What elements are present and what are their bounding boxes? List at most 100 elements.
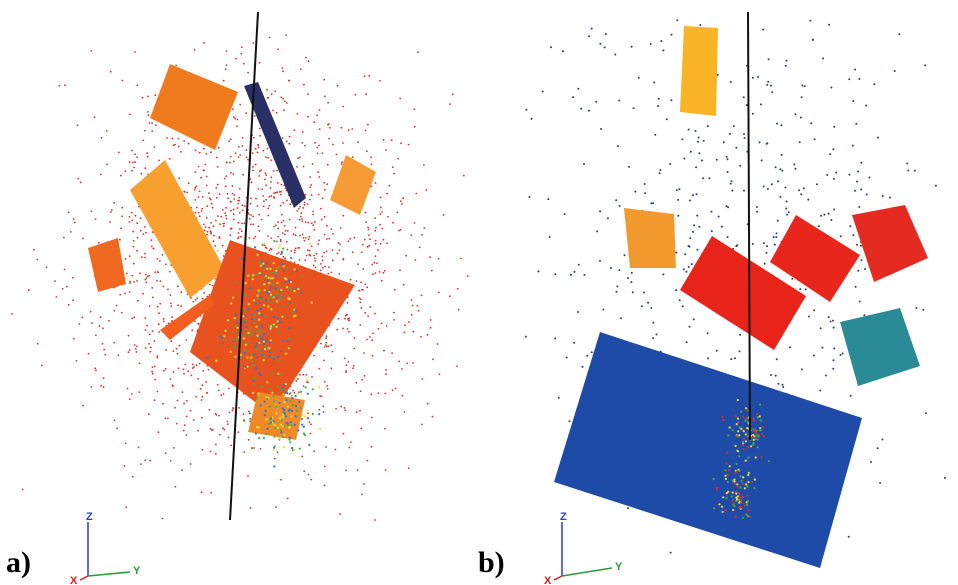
scatter-point [293, 129, 296, 132]
scatter-point [342, 105, 344, 108]
cluster-point [272, 262, 275, 265]
cluster-point [257, 372, 261, 375]
scatter-point [407, 143, 410, 146]
scatter-point [113, 201, 116, 204]
cluster-point [249, 330, 252, 333]
scatter-point [120, 311, 123, 314]
cluster-point [274, 427, 277, 430]
scatter-point [275, 224, 277, 227]
scatter-point [269, 247, 272, 250]
scatter-point [307, 238, 310, 241]
scatter-point [326, 183, 329, 186]
scatter-point [209, 427, 212, 430]
scatter-point [379, 196, 382, 199]
scatter-point [324, 265, 326, 268]
scatter-point [90, 50, 93, 52]
cluster-point [746, 500, 750, 503]
scatter-point [766, 245, 768, 248]
scatter-point [194, 299, 197, 301]
scatter-point [325, 337, 328, 340]
scatter-point [733, 357, 736, 360]
cluster-point [244, 366, 247, 369]
scatter-point [224, 185, 227, 188]
cluster-point [256, 253, 259, 256]
scatter-point [317, 171, 320, 174]
scatter-point [164, 263, 167, 266]
scatter-point [161, 517, 164, 520]
scatter-point [273, 225, 275, 228]
scatter-point [136, 222, 139, 225]
scatter-point [222, 222, 225, 225]
cluster-point [255, 397, 258, 400]
scatter-point [265, 184, 267, 187]
scatter-point [590, 27, 593, 30]
scatter-point [148, 342, 151, 345]
scatter-point [205, 175, 208, 178]
scatter-point [257, 225, 260, 228]
cluster-point [258, 331, 261, 334]
scatter-point [164, 452, 167, 455]
scatter-point [263, 244, 266, 247]
scatter-point [224, 68, 227, 71]
scatter-point [342, 258, 345, 261]
scatter-point [599, 210, 602, 213]
scatter-point [240, 52, 243, 55]
scatter-point [670, 99, 673, 102]
scatter-point [270, 93, 273, 96]
scatter-point [280, 190, 282, 193]
scatter-point [323, 359, 325, 362]
scatter-point [128, 161, 131, 164]
cluster-point [759, 419, 762, 422]
scatter-point [154, 94, 157, 97]
scatter-point [318, 239, 321, 242]
cluster-point [734, 515, 737, 518]
scatter-point [353, 236, 356, 239]
cluster-point [286, 340, 289, 343]
scatter-point [128, 349, 131, 351]
cluster-point [724, 474, 727, 477]
scatter-point [739, 164, 742, 167]
scatter-point [128, 398, 131, 400]
cluster-point [756, 438, 759, 441]
scatter-point [169, 294, 172, 296]
scatter-point [230, 209, 232, 212]
scatter-point [577, 263, 580, 266]
scatter-point [123, 464, 126, 467]
cluster-point [281, 263, 284, 266]
cluster-point [249, 417, 252, 420]
scatter-point [232, 407, 235, 410]
scatter-point [272, 169, 275, 172]
scatter-point [341, 161, 343, 164]
cluster-point [756, 446, 759, 449]
cluster-point [257, 289, 260, 292]
cluster-point [736, 498, 739, 501]
scatter-point [320, 218, 323, 221]
scatter-point [150, 245, 153, 248]
scatter-point [881, 195, 884, 197]
cluster-point [752, 417, 755, 420]
cluster-point [221, 342, 224, 345]
cluster-point [285, 399, 288, 402]
scatter-point [153, 399, 156, 402]
scatter-point [302, 165, 305, 168]
cluster-point [741, 482, 745, 485]
scatter-point [194, 149, 197, 152]
scatter-point [828, 23, 831, 26]
scatter-point [695, 193, 698, 196]
cluster-point [740, 427, 743, 430]
scatter-point [183, 372, 185, 375]
scatter-point [176, 352, 179, 355]
scatter-point [355, 280, 358, 282]
scatter-point [756, 210, 758, 213]
scatter-point [156, 390, 159, 393]
scatter-point [696, 214, 699, 217]
scatter-point [342, 327, 344, 330]
scatter-point [361, 493, 363, 496]
cluster-point [253, 314, 256, 317]
scatter-point [738, 350, 741, 353]
cluster-point [276, 355, 279, 358]
cluster-point [250, 328, 253, 331]
scatter-point [364, 129, 367, 132]
scatter-point [616, 285, 619, 288]
cluster-point [281, 425, 284, 428]
